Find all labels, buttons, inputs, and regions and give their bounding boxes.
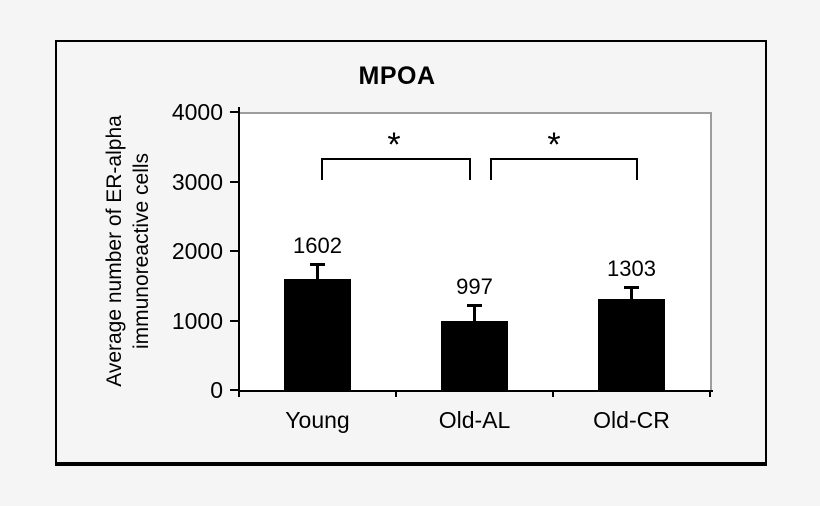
y-axis-title-line-1: Average number of ER-alpha bbox=[103, 115, 126, 387]
y-axis-tick-label-0: 0 bbox=[210, 377, 223, 403]
chart-title: MPOA bbox=[358, 62, 436, 90]
significance-bracket-1 bbox=[321, 158, 471, 180]
y-axis-tick-2000 bbox=[230, 250, 238, 252]
error-bar-old-al bbox=[473, 305, 476, 321]
significance-bracket-2 bbox=[490, 158, 638, 180]
x-axis-tick-0 bbox=[238, 390, 240, 397]
error-bar-young bbox=[316, 263, 319, 279]
plot-area: 0 1000 2000 3000 4000 1602 Young 997 Old-AL 1303 O… bbox=[172, 99, 713, 433]
x-axis-label-young: Young bbox=[285, 407, 350, 433]
bar-old-al bbox=[441, 320, 508, 390]
y-axis-tick-3000 bbox=[230, 180, 238, 183]
value-label-young: 1602 bbox=[293, 232, 342, 258]
error-bar-cap-young bbox=[310, 262, 325, 266]
y-axis-tick-0 bbox=[230, 389, 238, 391]
y-axis-line bbox=[238, 107, 240, 397]
x-axis-line bbox=[238, 390, 713, 392]
y-axis-tick-4000 bbox=[230, 111, 238, 113]
y-axis-tick-label-4000: 4000 bbox=[171, 99, 223, 125]
bar-old-cr bbox=[598, 299, 665, 390]
y-axis-tick-label-2000: 2000 bbox=[171, 238, 223, 264]
error-bar-old-cr bbox=[630, 286, 633, 300]
value-label-old-cr: 1303 bbox=[607, 255, 656, 281]
significance-star-2: * bbox=[547, 126, 561, 164]
x-axis-tick-1 bbox=[395, 390, 397, 397]
y-axis-tick-label-1000: 1000 bbox=[171, 307, 223, 334]
y-axis-tick-label-3000: 3000 bbox=[171, 168, 223, 195]
error-bar-cap-old-al bbox=[467, 304, 482, 308]
x-axis-tick-3 bbox=[709, 390, 711, 397]
x-axis-label-old-cr: Old-CR bbox=[593, 407, 670, 433]
value-label-old-al: 997 bbox=[456, 274, 493, 300]
error-bar-cap-old-cr bbox=[624, 285, 639, 289]
x-axis-tick-2 bbox=[552, 390, 554, 397]
x-axis-label-old-al: Old-AL bbox=[438, 407, 511, 433]
bar-young bbox=[284, 278, 351, 390]
y-axis-tick-1000 bbox=[230, 319, 238, 322]
significance-star-1: * bbox=[387, 126, 401, 164]
